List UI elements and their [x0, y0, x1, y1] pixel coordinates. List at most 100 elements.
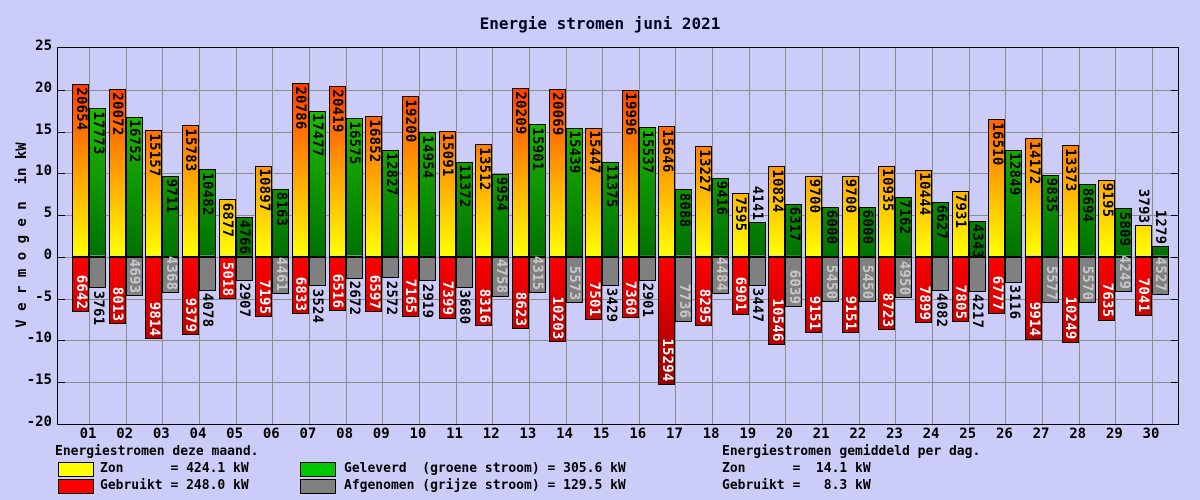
- bar-value-label: 9814: [145, 301, 162, 336]
- x-axis-tick-label: 27: [1032, 426, 1050, 442]
- bar-zon-09: [365, 116, 383, 257]
- bar-gebruikt-24: [915, 256, 933, 323]
- bar-value-label: 9416: [712, 181, 729, 216]
- bar-geleverd-02: [125, 116, 143, 257]
- bar-afgenomen-30: [1151, 256, 1169, 295]
- bar-value-label: 8013: [109, 286, 126, 321]
- bar-value-label: 10935: [878, 168, 895, 212]
- bar-afgenomen-20: [785, 256, 803, 308]
- bar-zon-18: [695, 146, 713, 257]
- x-axis-tick-label: 22: [849, 426, 867, 442]
- bar-value-label: 4249: [1115, 254, 1132, 290]
- bar-value-label: 9700: [842, 178, 859, 214]
- bar-geleverd-27: [1042, 174, 1060, 257]
- axis-tick-right: [1171, 256, 1178, 258]
- bar-zon-26: [988, 118, 1006, 257]
- bar-value-label: 7736: [675, 284, 692, 319]
- x-axis-tick-label: 08: [336, 426, 353, 442]
- bar-value-label: 15783: [182, 128, 199, 172]
- bar-value-label: 10444: [915, 172, 932, 216]
- bar-afgenomen-02: [125, 256, 143, 297]
- summary-header: Energiestromen gemiddeld per dag.: [722, 444, 981, 459]
- bar-afgenomen-29: [1115, 256, 1133, 293]
- x-axis-tick-label: 24: [922, 426, 940, 442]
- bar-value-label: 3524: [309, 288, 326, 323]
- bar-value-label: 16575: [346, 121, 363, 165]
- bar-gebruikt-30: [1134, 256, 1152, 316]
- bar-afgenomen-22: [858, 256, 876, 303]
- bar-zon-24: [915, 169, 933, 257]
- x-axis-tick-label: 01: [79, 426, 97, 442]
- bar-value-label: 4368: [162, 255, 179, 291]
- bar-value-label: 3793: [1135, 188, 1152, 224]
- bar-value-label: 15646: [658, 129, 675, 173]
- bar-afgenomen-05: [235, 256, 253, 282]
- bar-afgenomen-26: [1005, 256, 1023, 283]
- bar-value-label: 10203: [549, 295, 565, 340]
- bar-zon-25: [951, 190, 969, 257]
- gridline-horizontal: [58, 131, 1178, 133]
- bar-value-label: 9835: [1042, 177, 1059, 213]
- bar-value-label: 4078: [199, 292, 216, 328]
- axis-tick-right: [1171, 340, 1178, 342]
- bar-value-label: 8623: [512, 291, 529, 326]
- bar-value-label: 7195: [255, 279, 272, 314]
- bar-gebruikt-15: [585, 256, 603, 320]
- bar-geleverd-23: [895, 197, 913, 257]
- bar-value-label: 8088: [675, 192, 692, 227]
- bar-value-label: 8694: [1079, 187, 1096, 222]
- bar-value-label: 6597: [365, 274, 382, 310]
- bar-value-label: 4141: [749, 185, 766, 221]
- bar-geleverd-21: [822, 206, 840, 257]
- y-axis-tick-label: -15: [26, 372, 52, 389]
- bar-geleverd-16: [638, 127, 656, 257]
- bar-zon-03: [145, 130, 163, 257]
- gridline-vertical: [1151, 48, 1153, 424]
- x-axis-tick-label: 15: [592, 426, 610, 442]
- bar-value-label: 17477: [309, 113, 326, 157]
- axis-tick-right: [1171, 382, 1178, 384]
- bar-value-label: 17773: [89, 111, 106, 155]
- bar-gebruikt-28: [1061, 256, 1079, 343]
- bar-gebruikt-11: [438, 256, 456, 319]
- x-axis-tick-label: 03: [152, 426, 170, 442]
- bar-geleverd-26: [1005, 149, 1023, 257]
- bar-afgenomen-24: [932, 256, 950, 291]
- bar-afgenomen-18: [712, 256, 730, 295]
- bar-value-label: 4315: [529, 255, 546, 290]
- bar-value-label: 4527: [1152, 257, 1169, 292]
- bar-value-label: 7595: [732, 196, 749, 231]
- bar-zon-05: [218, 199, 236, 257]
- bar-geleverd-01: [89, 108, 106, 257]
- bar-gebruikt-20: [768, 256, 786, 345]
- bar-gebruikt-13: [511, 256, 529, 329]
- bar-value-label: 10546: [768, 298, 785, 342]
- legend-header: Energiestromen deze maand.: [55, 444, 259, 459]
- bar-value-label: 16752: [126, 119, 143, 164]
- x-axis-tick-label: 29: [1105, 426, 1123, 442]
- bar-gebruikt-29: [1098, 256, 1116, 321]
- bar-value-label: 11375: [602, 164, 619, 208]
- gridline-horizontal: [58, 298, 1178, 300]
- legend-item-zon: Zon = 424.1 kW: [100, 461, 249, 476]
- bar-value-label: 6877: [219, 202, 236, 237]
- legend-swatch-gebruikt: [58, 479, 94, 494]
- axis-tick-left: [58, 382, 65, 384]
- bar-afgenomen-19: [748, 256, 766, 286]
- x-axis-tick-label: 25: [959, 426, 977, 442]
- bar-geleverd-04: [198, 169, 216, 257]
- bar-value-label: 10824: [768, 169, 785, 213]
- y-axis-tick-label: 25: [35, 38, 52, 54]
- bar-value-label: 4766: [236, 220, 253, 255]
- bar-geleverd-18: [712, 178, 730, 257]
- bar-geleverd-15: [602, 161, 620, 257]
- y-axis-tick-label: 0: [43, 246, 52, 263]
- bar-value-label: 8163: [272, 191, 289, 227]
- bar-value-label: 4484: [712, 256, 729, 292]
- bar-value-label: 20072: [109, 92, 126, 136]
- bar-zon-15: [585, 127, 603, 257]
- axis-tick-right: [1171, 215, 1178, 217]
- bar-value-label: 9700: [805, 178, 822, 214]
- bar-value-label: 11372: [456, 164, 473, 209]
- bar-value-label: 3680: [456, 289, 473, 325]
